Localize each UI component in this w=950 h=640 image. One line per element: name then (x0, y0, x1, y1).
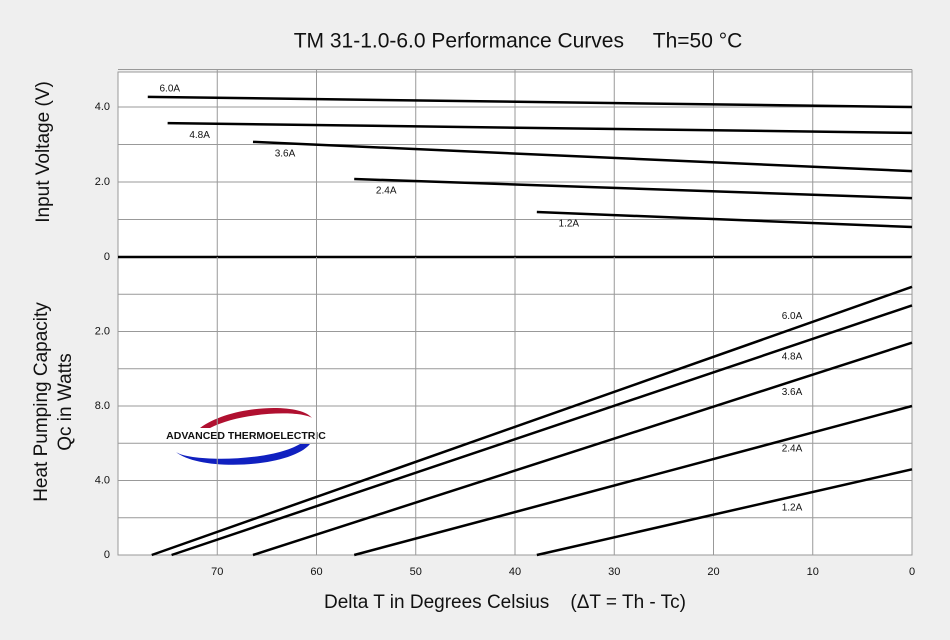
y-tick-label: 2.0 (95, 325, 110, 337)
logo-swoosh (176, 444, 310, 465)
series-line (353, 404, 913, 557)
series-label: 3.6A (782, 387, 803, 398)
series-line (536, 468, 913, 557)
y-tick-label: 4.0 (95, 101, 110, 113)
y-tick-label: 2.0 (95, 176, 110, 188)
y-axis-label: Heat Pumping Capacity (31, 302, 52, 502)
x-tick-label: 70 (211, 566, 223, 578)
series-label: 2.4A (376, 186, 397, 197)
series-label: 4.8A (782, 352, 803, 363)
y-axis-label: Qc in Watts (55, 353, 76, 450)
logo-text: ADVANCED THERMOELECTRIC (166, 430, 326, 442)
series-line (536, 210, 913, 229)
series-line (252, 341, 913, 557)
series-label: 1.2A (782, 502, 803, 513)
logo: ADVANCED THERMOELECTRIC (166, 407, 326, 465)
y-tick-label: 0 (104, 549, 110, 561)
series-label: 6.0A (782, 311, 803, 322)
y-tick-label: 4.0 (95, 474, 110, 486)
series-label: 1.2A (559, 219, 580, 230)
series-line (354, 177, 913, 200)
logo-swoosh (200, 407, 312, 428)
series-label: 2.4A (782, 444, 803, 455)
x-axis-label: Delta T in Degrees Celsius (ΔT = Th - Tc… (324, 592, 686, 613)
series-line (147, 95, 913, 109)
series-line (167, 121, 913, 135)
series-label: 4.8A (189, 130, 210, 141)
x-tick-label: 0 (909, 566, 915, 578)
x-tick-label: 60 (310, 566, 322, 578)
x-tick-label: 10 (807, 566, 819, 578)
series-label: 3.6A (275, 149, 296, 160)
series-line (252, 140, 913, 173)
y-tick-label: 8.0 (95, 400, 110, 412)
x-tick-label: 30 (608, 566, 620, 578)
y-axis-label: Input Voltage (V) (33, 81, 54, 223)
x-tick-label: 20 (707, 566, 719, 578)
series-line (151, 285, 913, 557)
chart-title: TM 31-1.0-6.0 Performance Curves Th=50 °… (294, 30, 743, 53)
y-tick-label: 0 (104, 251, 110, 263)
series-label: 6.0A (159, 84, 180, 95)
x-tick-label: 40 (509, 566, 521, 578)
series-line (171, 304, 913, 557)
x-tick-label: 50 (410, 566, 422, 578)
